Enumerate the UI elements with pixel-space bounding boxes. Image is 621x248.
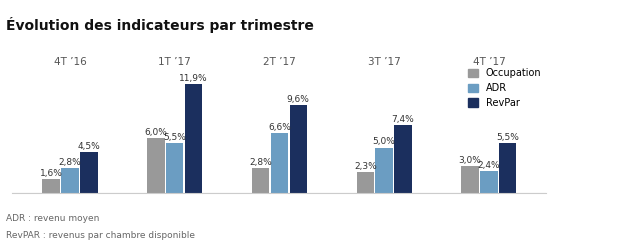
Text: 6,0%: 6,0% [145,128,167,137]
Text: 2,8%: 2,8% [58,158,81,167]
Text: 3T ’17: 3T ’17 [368,57,401,67]
Bar [80,152,97,193]
Text: 6,6%: 6,6% [268,123,291,132]
Bar [356,172,374,193]
Text: 7,4%: 7,4% [392,115,414,124]
Bar [252,168,270,193]
Text: Évolution des indicateurs par trimestre: Évolution des indicateurs par trimestre [6,17,314,33]
Text: 4T ’16: 4T ’16 [53,57,86,67]
Text: 4T ’17: 4T ’17 [473,57,505,67]
Text: 3,0%: 3,0% [458,156,481,165]
Text: 2,4%: 2,4% [478,161,500,170]
Bar [461,166,479,193]
Bar [166,143,183,193]
Text: 1T ’17: 1T ’17 [158,57,191,67]
Text: 2,8%: 2,8% [249,158,272,167]
Text: 5,5%: 5,5% [496,133,519,142]
Text: RevPAR : revenus par chambre disponible: RevPAR : revenus par chambre disponible [6,231,195,240]
Bar [376,148,393,193]
Text: 1,6%: 1,6% [40,169,63,178]
Bar [499,143,517,193]
Text: 5,0%: 5,0% [373,137,396,146]
Bar [394,125,412,193]
Text: 2,3%: 2,3% [354,162,377,171]
Bar [42,179,60,193]
Text: 2T ’17: 2T ’17 [263,57,296,67]
Bar [185,84,202,193]
Bar [147,138,165,193]
Bar [271,133,288,193]
Legend: Occupation, ADR, RevPar: Occupation, ADR, RevPar [468,68,542,108]
Text: 9,6%: 9,6% [287,95,310,104]
Text: 4,5%: 4,5% [78,142,100,151]
Text: 11,9%: 11,9% [179,74,208,83]
Bar [61,168,79,193]
Text: 5,5%: 5,5% [163,133,186,142]
Text: ADR : revenu moyen: ADR : revenu moyen [6,214,99,223]
Bar [480,171,497,193]
Bar [289,105,307,193]
